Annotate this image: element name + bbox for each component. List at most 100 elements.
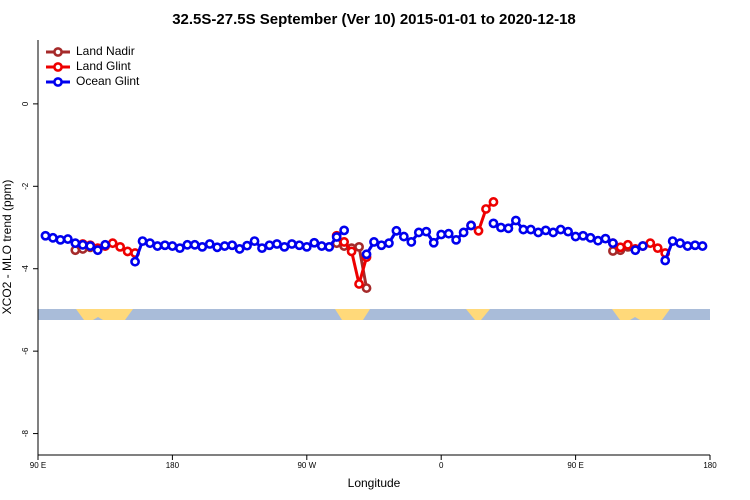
y-tick-label: -6 [21,347,30,355]
series-point [85,241,96,251]
series-point [398,231,409,242]
series-point [122,246,133,257]
series-point [593,235,603,246]
series-point [316,241,327,251]
series-point [40,230,51,241]
series-point [481,204,491,214]
series-point [473,225,484,236]
series-point [369,237,379,247]
series-point [667,236,678,247]
series-point [503,223,514,234]
series-point [301,241,312,252]
series-point [100,239,111,250]
series-point [563,226,574,237]
series-point [279,241,290,252]
series-point [137,236,148,247]
series-point [145,238,155,249]
series-point [257,243,267,254]
series-point [660,255,671,266]
series-point [548,227,559,238]
chart-title: 32.5S-27.5S September (Ver 10) 2015-01-0… [172,11,576,28]
series-point [384,238,394,249]
legend-label: Ocean Glint [76,74,140,88]
series-point [488,197,499,207]
series-point [174,243,185,254]
series-point [682,241,693,251]
series-point [204,239,215,249]
series-point [234,244,245,254]
land-strip [335,309,370,320]
series-point [443,228,454,239]
series-point [645,238,656,249]
series-point [152,241,163,251]
series-point [294,240,305,251]
x-tick-label: 90 E [30,461,46,470]
y-tick-label: -4 [21,265,30,273]
x-tick-label: 180 [166,461,180,470]
series-point [510,215,521,226]
series-point [227,240,238,251]
series-point [249,236,260,247]
legend-label: Land Nadir [76,44,135,58]
series-point [496,222,506,233]
series-point [622,239,633,250]
series-point [212,242,223,253]
series-point [167,241,178,251]
series-point [107,238,118,249]
series-point [361,249,372,260]
series-point [331,232,342,242]
series-point [630,245,641,256]
series-point [55,234,66,245]
series-point [62,234,73,244]
series-point [48,232,58,243]
series-point [675,238,686,249]
legend-marker [53,62,63,72]
series-point [555,224,566,235]
series-point [339,237,350,247]
y-tick-label: -2 [21,182,30,190]
series-point [525,224,536,235]
land-strip [466,309,490,320]
series-point [197,241,208,252]
series-point [436,229,447,240]
series-point [354,279,364,289]
legend-marker [53,77,63,87]
ocean-strip [38,309,710,320]
x-tick-label: 180 [703,461,717,470]
land-strip [76,309,133,320]
land-strip [612,309,670,320]
land-mask-strip [38,309,710,320]
series-point [570,231,581,242]
series-point [690,240,700,251]
series-point [697,241,708,251]
series-point [637,241,648,251]
series-point [130,256,140,267]
series-point [346,246,357,257]
series-point [376,240,387,251]
series-point [219,241,230,251]
series-point [540,225,551,236]
series-point [600,233,611,244]
legend-marker [53,47,63,57]
x-tick-label: 90 W [297,461,316,470]
series-point [286,239,297,249]
series-point [466,220,476,231]
series-point [608,238,618,249]
series-point [264,240,275,251]
y-tick-label: -8 [21,429,30,437]
series-point [615,242,626,253]
series-point [391,225,402,236]
series-point [272,239,282,249]
series-point [533,227,544,238]
series-point [182,239,193,250]
series-point [309,237,320,248]
series-point [578,230,588,241]
series-point [518,224,529,235]
series-point [339,225,350,236]
series-point [451,234,462,245]
series-point [115,241,126,252]
series-point [242,240,252,251]
series-point [421,226,432,237]
series-point [92,245,103,256]
